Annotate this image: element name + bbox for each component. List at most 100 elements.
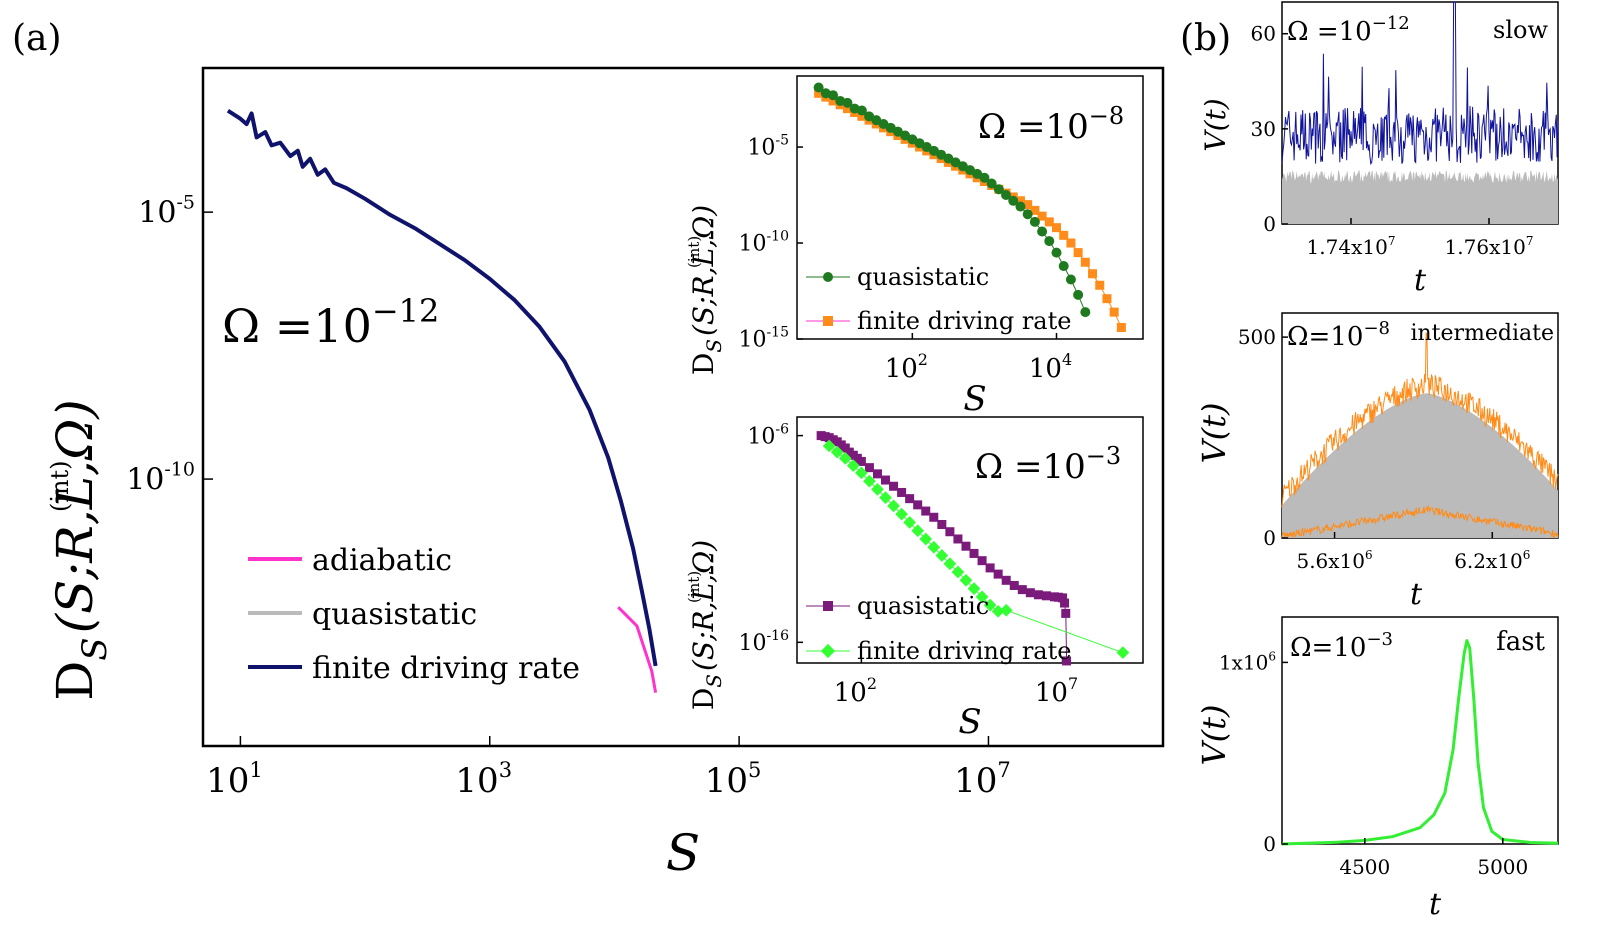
- ts_intermediate-xtick-label-label: 6.2x10: [1454, 549, 1523, 573]
- inset1-point-quasistatic: [1051, 247, 1062, 258]
- svg-text:DS(S;R,L,Ω): DS (S;R,L,Ω): [687, 540, 726, 710]
- inset1-xtick-label-base: 10: [885, 354, 918, 384]
- inset1-point-finite-driving-rate: [1015, 196, 1025, 206]
- main-annotation-exp: −12: [372, 292, 440, 330]
- inset1-series: [813, 82, 1126, 332]
- inset2-xtick-label-base: 10: [1035, 678, 1068, 708]
- main-ytick-label-base: 10: [138, 196, 176, 231]
- inset1-point-quasistatic: [1037, 226, 1048, 237]
- main-xtick-label-base: 10: [455, 761, 498, 801]
- inset1-point-finite-driving-rate: [814, 88, 824, 98]
- inset1-point-quasistatic: [1001, 190, 1012, 201]
- inset1-ytick-label: 10-10: [738, 229, 789, 257]
- inset1-ylabel-sub: S: [702, 339, 726, 353]
- ts_fast-ytick-label-exp: 6: [1268, 649, 1276, 663]
- inset1-point-finite-driving-rate: [1023, 200, 1033, 210]
- inset2-ytick-label-base: 10: [738, 631, 766, 656]
- main-xtick-label: 107: [954, 758, 1011, 801]
- inset1-legend: quasistatic finite driving rate: [806, 263, 1071, 335]
- ts-fast-annotation: Ω=10−3: [1290, 629, 1393, 663]
- inset2-point-quasistatic: [881, 475, 891, 485]
- ts-slow-regime: slow: [1493, 16, 1548, 44]
- inset1-point-finite-driving-rate: [1088, 269, 1098, 279]
- ts-slow-x-axis-label: t: [1414, 263, 1427, 298]
- inset2-point-quasistatic: [1001, 575, 1011, 585]
- main-ylabel-args: (S;R,L,Ω): [46, 399, 104, 633]
- main-ylabel-sub: S: [75, 637, 115, 660]
- inset1-xtick-label-exp: 4: [1062, 350, 1072, 369]
- inset1-ytick-label-exp: -15: [766, 325, 789, 341]
- panel-label-b: (b): [1180, 18, 1231, 59]
- ts-fast-annotation-exp: −3: [1366, 629, 1393, 650]
- inset2-point-quasistatic: [929, 512, 939, 522]
- inset1-ytick-label: 10-5: [747, 133, 789, 161]
- ts-fast-line: [1281, 639, 1559, 846]
- ts_intermediate-xtick-label: 6.2x106: [1454, 548, 1530, 573]
- inset2-point-quasistatic: [1041, 591, 1051, 601]
- ts-slow-y-axis-label: V(t): [1199, 98, 1232, 151]
- svg-text:DS(S;R,L,Ω): DS (S;R,L,Ω): [687, 205, 726, 375]
- panel-label-a: (a): [12, 18, 62, 59]
- main-annotation: Ω =10−12: [222, 292, 439, 353]
- inset1-point-quasistatic: [1044, 236, 1055, 247]
- inset1-point-quasistatic: [1080, 307, 1091, 318]
- ts-fast-frame: [1281, 616, 1559, 845]
- ts_fast-xtick-label: 4500: [1339, 855, 1390, 879]
- main-ylabel-main: D: [46, 661, 104, 701]
- ts_fast-ytick-label-label: 0: [1263, 832, 1276, 856]
- inset2-point-quasistatic: [913, 500, 923, 510]
- main-xtick-label: 101: [206, 758, 263, 801]
- main-legend-label-adiabatic: adiabatic: [312, 543, 452, 578]
- inset1-point-quasistatic: [828, 90, 839, 101]
- svg-text:DS(S;R,L,Ω): DS (S;R,L,Ω): [46, 399, 115, 701]
- inset2-point-quasistatic: [864, 463, 874, 473]
- inset1-ytick-label-exp: -5: [775, 133, 789, 149]
- ts-intermediate-line-upper: [1281, 332, 1559, 508]
- inset2-annotation-exp: −3: [1086, 442, 1121, 470]
- ts-intermediate-regime: intermediate: [1410, 321, 1554, 346]
- inset1-ytick-label-exp: -10: [766, 229, 789, 245]
- ts-intermediate-annotation-base: Ω=10: [1287, 322, 1363, 352]
- ts-slow-line: [1281, 1, 1559, 165]
- ts_intermediate-ytick-label-label: 0: [1263, 526, 1276, 550]
- inset1-point-quasistatic: [979, 172, 990, 183]
- ts_fast-xtick-label: 5000: [1477, 855, 1528, 879]
- inset2-point-quasistatic: [889, 481, 899, 491]
- ts-fast-y-axis-label: V(t): [1195, 705, 1233, 766]
- inset1-point-quasistatic: [993, 184, 1004, 195]
- inset1-legend-marker-finite: [823, 316, 833, 326]
- inset1-point-quasistatic: [842, 97, 853, 108]
- inset1-point-finite-driving-rate: [1030, 205, 1040, 215]
- main-series: [226, 109, 658, 693]
- inset2-point-quasistatic: [969, 548, 979, 558]
- ts_intermediate-xtick-label-exp: 6: [1365, 548, 1373, 562]
- ts_intermediate-ytick-label: 0: [1263, 526, 1276, 550]
- ts_fast-xtick-label-label: 5000: [1477, 855, 1528, 879]
- inset2-ytick-label-base: 10: [747, 424, 775, 449]
- ts-slow-annotation-base: Ω =10: [1287, 17, 1372, 47]
- inset2-point-quasistatic: [961, 541, 971, 551]
- inset2-ytick-label: 10-16: [738, 628, 789, 656]
- inset2-point-quasistatic: [993, 569, 1003, 579]
- ts-slow-annotation: Ω =10−12: [1287, 13, 1410, 47]
- ts_slow-xtick-label-label: 1.76x10: [1445, 235, 1526, 259]
- inset2-point-quasistatic: [1062, 656, 1072, 666]
- main-xtick-label: 105: [705, 758, 762, 801]
- inset2-point-quasistatic: [897, 487, 907, 497]
- main-legend: adiabatic quasistatic finite driving rat…: [248, 543, 580, 686]
- main-annotation-base: Ω =10: [222, 299, 372, 353]
- ts_fast-xtick-label-label: 4500: [1339, 855, 1390, 879]
- inset1-ytick-label-base: 10: [747, 136, 775, 161]
- ts-fast-regime: fast: [1496, 627, 1545, 657]
- inset1-point-quasistatic: [986, 178, 997, 189]
- main-x-axis-label: S: [666, 824, 700, 882]
- inset2-point-quasistatic: [985, 563, 995, 573]
- inset2-xtick-label-exp: 7: [1068, 674, 1078, 693]
- ts_slow-xtick-label: 1.74x107: [1307, 234, 1396, 259]
- inset1-plot-frame: [796, 75, 1144, 340]
- main-xtick-label-base: 10: [705, 761, 748, 801]
